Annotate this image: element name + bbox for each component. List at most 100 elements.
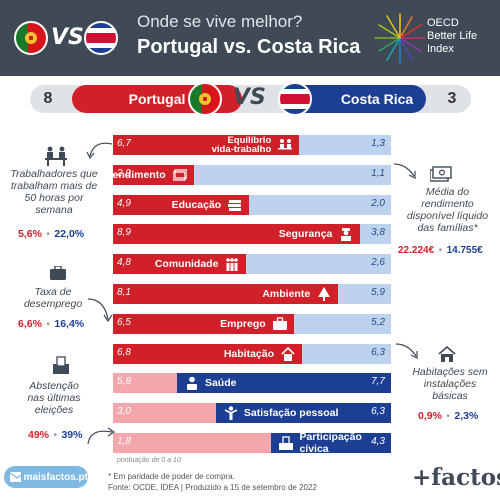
costa-rica-value: 5,2 (371, 316, 385, 328)
hours-note: Trabalhadores que trabalham mais de 50 h… (10, 168, 98, 216)
income-note: Média do rendimento disponível líquido d… (406, 186, 489, 234)
portugal-bar: Segurança (113, 224, 361, 245)
hours-values: 5,6% • 22,0% (18, 228, 85, 240)
costa-rica-value: 4,3 (371, 436, 385, 447)
factos-logo: +factos (412, 464, 500, 491)
ballot-box-side-icon (53, 356, 69, 374)
comparison-row: Emprego 6,5 5,2 (113, 313, 391, 334)
row-label: Comunidade (154, 258, 219, 271)
portugal-value: 4,9 (117, 197, 131, 209)
row-label: Educação (171, 198, 222, 211)
row-label: Habitação (223, 347, 275, 360)
comparison-row: Habitação 6,8 6,3 (113, 343, 391, 364)
money-icon (172, 169, 187, 181)
costa-rica-bar: Participação cívica (271, 431, 391, 455)
portugal-value: 6,5 (117, 316, 131, 328)
abstention-note: Abstenção nas últimas eleições (27, 380, 81, 416)
portugal-value: 3,0 (117, 406, 131, 418)
oecd-label-1: OECD (427, 17, 459, 29)
housing-note: Habitações sem instalações básicas (412, 366, 488, 402)
people-icon (226, 258, 239, 272)
costa-rica-value: 2,6 (371, 257, 385, 269)
ballot-icon (279, 436, 294, 450)
hours-arrow-icon (86, 142, 113, 160)
costa-rica-value: 2,0 (371, 197, 385, 209)
portugal-value: 6,7 (117, 138, 131, 149)
row-label: Equilíbrio vida-trabalho (211, 135, 272, 155)
mail-icon (10, 472, 21, 482)
costa-rica-value: 6,3 (371, 406, 385, 418)
portugal-flag-icon (14, 21, 48, 55)
police-icon (341, 228, 352, 242)
unemployment-note: Taxa de desemprego (23, 286, 83, 310)
portugal-value: 2,9 (117, 167, 131, 179)
comparison-row: Saúde 5,8 7,7 (113, 373, 391, 394)
comparison-row: Educação 4,9 2,0 (113, 194, 391, 215)
housing-arrow-icon (395, 343, 418, 359)
header-subtitle: Onde se vive melhor? (137, 12, 303, 31)
portugal-bar: Ambiente (113, 284, 339, 304)
portugal-bar: Equilíbrio vida-trabalho (113, 135, 300, 155)
oecd-logo-icon (374, 13, 426, 64)
briefcase-icon (272, 317, 287, 330)
header-vs: VS (51, 25, 84, 50)
costa-rica-value: 7,7 (371, 376, 385, 388)
income-arrow-icon (393, 163, 416, 179)
row-label: Emprego (220, 317, 266, 330)
house-side-icon (438, 346, 456, 362)
briefcase-side-icon (50, 266, 66, 280)
costa-rica-flag-small-icon (278, 82, 312, 116)
comparison-row: Ambiente 8,1 5,9 (113, 284, 391, 304)
house-icon (281, 346, 295, 361)
costa-rica-label: Costa Rica (340, 91, 414, 107)
tree-icon (318, 287, 331, 301)
costa-rica-flag-icon (84, 21, 118, 55)
portugal-score: 8 (43, 90, 53, 107)
page-title: Portugal vs. Costa Rica (137, 36, 361, 58)
portugal-value: 8,9 (117, 227, 131, 239)
books-icon (228, 199, 242, 211)
portugal-bar: Rendimento (105, 164, 194, 185)
costa-rica-bar: Saúde (176, 373, 391, 394)
oecd-label-2: Better Life (427, 30, 478, 42)
portugal-bar: Comunidade (113, 254, 247, 275)
money-side-icon (430, 166, 452, 182)
portugal-bar: Emprego (113, 313, 294, 334)
site-badge[interactable]: maisfactos.pt (4, 466, 88, 488)
costa-rica-value: 6,3 (371, 346, 385, 358)
site-link[interactable]: maisfactos.pt (23, 471, 88, 483)
unemployment-arrow-icon (87, 298, 113, 323)
row-label: Ambiente (262, 288, 311, 300)
people-at-desk-icon (45, 146, 67, 166)
oecd-label-3: Index (427, 43, 454, 55)
footnote-ppp: * Em paridade de poder de compra. (108, 472, 235, 481)
work-life-icon (278, 139, 293, 150)
income-values: 22.224€ • 14.755€ (398, 245, 483, 256)
row-label: Satisfação pessoal (243, 407, 339, 420)
portugal-value: 5,8 (117, 376, 131, 388)
portugal-value: 1,8 (117, 436, 131, 447)
costa-rica-value: 3,8 (371, 227, 385, 239)
abstention-arrow-icon (87, 427, 116, 445)
costa-rica-bar: Satisfação pessoal (215, 403, 391, 424)
person-icon (224, 406, 238, 421)
row-label: Rendimento (104, 168, 166, 181)
portugal-value: 8,1 (117, 287, 131, 298)
row-label: Participação cívica (299, 431, 362, 455)
portugal-bar: Habitação (113, 343, 303, 364)
portugal-bar: Educação (113, 194, 250, 215)
unemployment-values: 6,6% • 16,4% (18, 318, 85, 330)
costa-rica-value: 1,1 (371, 167, 385, 179)
score-vs: VS (233, 85, 266, 110)
costa-rica-score: 3 (447, 90, 457, 107)
axis-note: pontuação de 0 a 10 (117, 457, 181, 464)
abstention-values: 49% • 39% (28, 429, 83, 441)
comparison-row: Segurança 8,9 3,8 (113, 224, 391, 245)
comparison-row: Equilíbrio vida-trabalho 6,7 1,3 (113, 135, 391, 155)
portugal-value: 4,8 (117, 257, 131, 269)
comparison-row: Participação cívica 1,8 4,3 (113, 431, 391, 455)
doctor-icon (186, 377, 197, 391)
housing-values: 0,9% • 2,3% (418, 410, 479, 422)
comparison-row: Rendimento 2,9 1,1 (105, 164, 391, 185)
costa-rica-value: 1,3 (371, 138, 385, 149)
